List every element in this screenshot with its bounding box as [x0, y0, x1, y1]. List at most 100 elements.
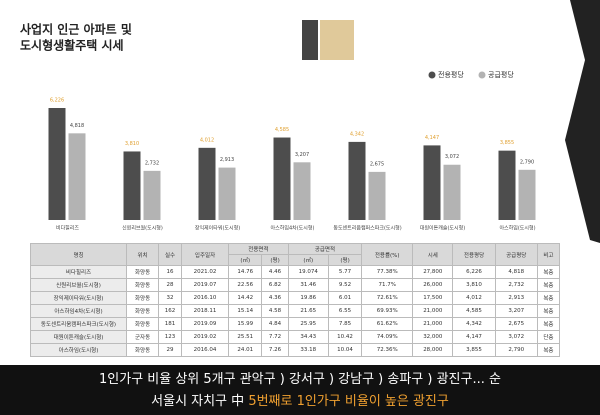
- table-row: 비다힐리즈 화양동 16 2021.02 14.76 4.46 19.074 5.77 77.3…: [30, 265, 561, 279]
- table-cell: 74.09%: [361, 330, 414, 344]
- table-cell: 17,500: [412, 291, 454, 305]
- table-cell: 34.43: [287, 330, 329, 344]
- value-label: 4,585: [275, 127, 289, 133]
- table-cell: 4.58: [261, 304, 289, 318]
- table-cell: 3,810: [452, 278, 496, 292]
- value-label: 4,818: [70, 123, 84, 129]
- table-cell: 5.77: [327, 265, 363, 279]
- header-cell: 공급면적: [287, 243, 363, 255]
- x-tick-label: 아스하임(도시형): [499, 225, 535, 232]
- legend-label: 공급평당: [488, 70, 514, 79]
- x-tick-label: 신원리브월(도시형): [122, 225, 163, 232]
- chart: 사업지 인근 아파트 및 도시형생활주택 시세 비다힐리즈 6,226 4,818 신…: [20, 0, 600, 243]
- table-cell: 4.36: [261, 291, 289, 305]
- value-label: 2,790: [520, 159, 534, 165]
- bar: [293, 162, 311, 220]
- table-cell: 24.01: [228, 343, 263, 357]
- header-cell: 비고: [536, 243, 561, 266]
- table-cell: 14.76: [228, 265, 263, 279]
- header-cell: 입주일자: [180, 243, 230, 266]
- table-cell: 복층: [536, 278, 561, 292]
- header-cell: 위치: [125, 243, 160, 266]
- table-cell: 19.074: [287, 265, 329, 279]
- footer-text: 서울시 자치구 中: [151, 394, 245, 409]
- x-tick-label: 비다힐리즈: [56, 225, 79, 232]
- header-cell: (㎡): [228, 254, 263, 266]
- table-row: 아스하임4차(도시형) 화양동 162 2018.11 15.14 4.58 21.65 6.…: [30, 304, 561, 318]
- table-cell: 6,226: [452, 265, 496, 279]
- table-cell: 7.85: [327, 317, 363, 331]
- x-tick-label: 대원이튼캐슬(도시형): [420, 225, 465, 232]
- table-cell: 16: [158, 265, 182, 279]
- table-cell: 복층: [536, 343, 561, 357]
- table-cell: 71.7%: [361, 278, 414, 292]
- bar: [273, 137, 291, 220]
- table-cell: 10.04: [327, 343, 363, 357]
- table-cell: 군자동: [125, 330, 160, 344]
- table-cell: 32: [158, 291, 182, 305]
- legend-marker: [428, 71, 436, 79]
- table-cell: 7.26: [261, 343, 289, 357]
- table-cell: 2019.02: [180, 330, 230, 344]
- table-cell: 화양동: [125, 291, 160, 305]
- table-cell: 25.95: [287, 317, 329, 331]
- footer-highlight: 5번째로 1인가구 비율이 높은 광진구: [248, 394, 449, 409]
- table-cell: 32,000: [412, 330, 454, 344]
- table-cell: 화양동: [125, 304, 160, 318]
- table-cell: 2,675: [494, 317, 538, 331]
- header-row: 명칭 위치 실수 입주일자 전용면적 공급면적 전용률(%) 시세 전용평당 공급평당 비고: [30, 243, 561, 266]
- header-cell: 실수: [158, 243, 182, 266]
- table-cell: 3,207: [494, 304, 538, 318]
- table-cell: 15.14: [228, 304, 263, 318]
- table-cell: 2016.10: [180, 291, 230, 305]
- header-cell: (평): [327, 254, 363, 266]
- table-cell: 4.84: [261, 317, 289, 331]
- table-cell: 21,000: [412, 304, 454, 318]
- table-cell: 27,800: [412, 265, 454, 279]
- x-tick-label: 아스하임4차(도시형): [271, 225, 315, 232]
- value-label: 6,226: [50, 98, 64, 104]
- table-row: 동도센트리움캠퍼스파크(도시형) 화양동 181 2019.09 15.99 4.84 25…: [30, 317, 561, 331]
- table-cell: 3,855: [452, 343, 496, 357]
- table-cell: 7.72: [261, 330, 289, 344]
- table-cell: 26,000: [412, 278, 454, 292]
- value-label: 3,072: [445, 154, 459, 160]
- value-label: 2,732: [145, 160, 159, 166]
- table-cell: 화양동: [125, 343, 160, 357]
- table-cell: 단층: [536, 330, 561, 344]
- header-cell: 시세: [412, 243, 454, 266]
- table-cell: 2016.04: [180, 343, 230, 357]
- table-cell: 6.55: [327, 304, 363, 318]
- table-cell: 25.51: [228, 330, 263, 344]
- table-cell: 123: [158, 330, 182, 344]
- table-cell: 6.82: [261, 278, 289, 292]
- decor: [320, 20, 354, 60]
- table-cell: 화양동: [125, 265, 160, 279]
- value-label: 4,147: [425, 135, 439, 141]
- value-label: 4,342: [350, 131, 364, 137]
- value-label: 3,855: [500, 140, 514, 146]
- table-cell: 아스하임4차(도시형): [30, 304, 127, 318]
- table-cell: 신원리브월(도시형): [30, 278, 127, 292]
- header-cell: 전용면적: [228, 243, 289, 255]
- table-cell: 복층: [536, 291, 561, 305]
- x-tick-label: 장익제이타워(도시형): [195, 225, 240, 232]
- table-cell: 9.52: [327, 278, 363, 292]
- table-row: 대원이튼캐슬(도시형) 군자동 123 2019.02 25.51 7.72 34.43 10…: [30, 330, 561, 344]
- value-label: 3,810: [125, 141, 139, 147]
- footer-line: 서울시 자치구 中 5번째로 1인가구 비율이 높은 광진구: [0, 391, 600, 413]
- table-cell: 14.42: [228, 291, 263, 305]
- table-cell: 대원이튼캐슬(도시형): [30, 330, 127, 344]
- table-cell: 4,012: [452, 291, 496, 305]
- table-row: 장익제이타워(도시형) 화양동 32 2016.10 14.42 4.36 19.86 6.0…: [30, 291, 561, 305]
- table-cell: 2021.02: [180, 265, 230, 279]
- table-cell: 72.61%: [361, 291, 414, 305]
- table-cell: 2,790: [494, 343, 538, 357]
- table-cell: 복층: [536, 304, 561, 318]
- footer: 1인가구 비율 상위 5개구 관악구 ) 강서구 ) 강남구 ) 송파구 ) 광…: [0, 365, 600, 415]
- table-cell: 2,732: [494, 278, 538, 292]
- bar: [218, 167, 236, 220]
- table-cell: 21.65: [287, 304, 329, 318]
- legend-label: 전용평당: [438, 70, 464, 79]
- table-cell: 15.99: [228, 317, 263, 331]
